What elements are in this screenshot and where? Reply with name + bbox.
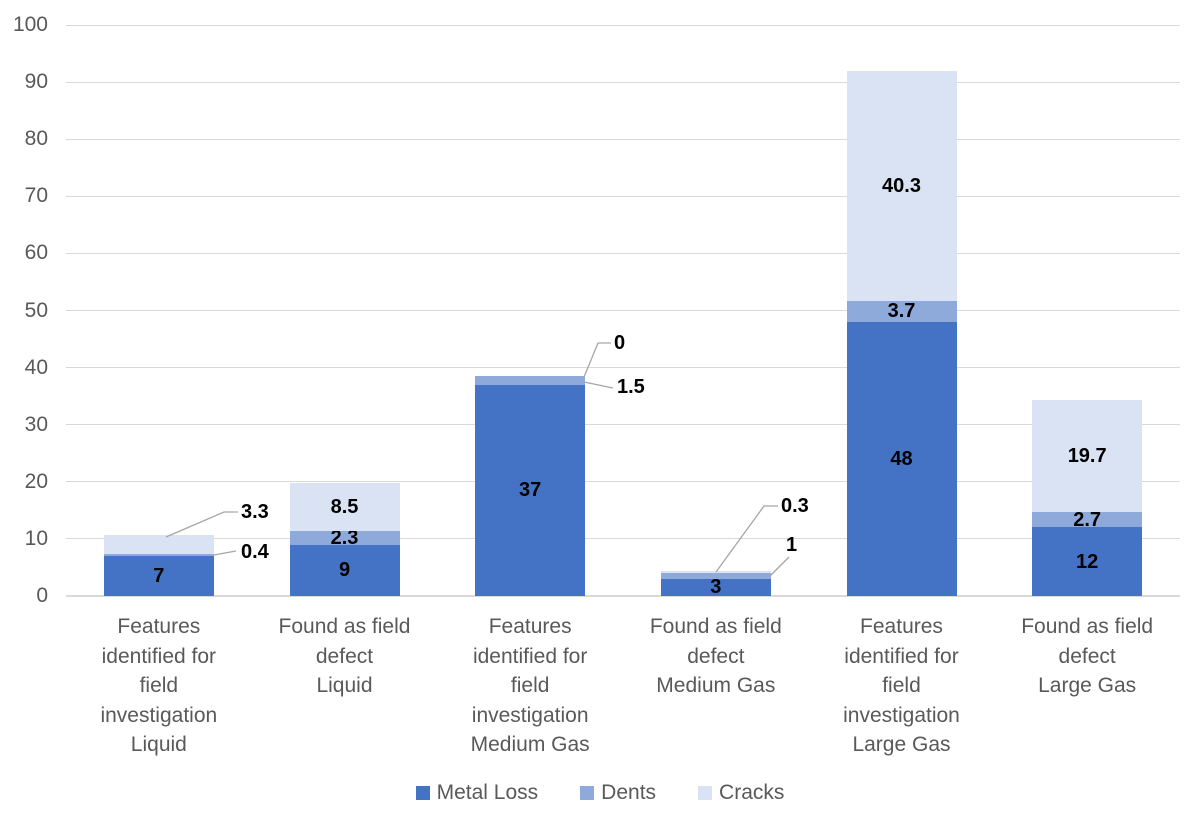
legend-item-metal-loss: Metal Loss bbox=[415, 781, 539, 805]
gridline bbox=[66, 138, 1180, 140]
legend: Metal Loss Dents Cracks bbox=[0, 781, 1200, 805]
y-tick-label: 30 bbox=[24, 412, 48, 436]
bar-segment-dents bbox=[660, 573, 771, 579]
data-label: 48 bbox=[890, 447, 913, 470]
data-label: 19.7 bbox=[1067, 444, 1107, 467]
bar-segment-cracks: 40.3 bbox=[846, 70, 957, 301]
bar-segment-cracks: 8.5 bbox=[289, 482, 400, 532]
y-tick-label: 100 bbox=[12, 13, 48, 36]
data-label: 2.7 bbox=[1073, 508, 1102, 531]
bar-segment-cracks: 19.7 bbox=[1032, 399, 1143, 513]
leader-line bbox=[165, 511, 238, 538]
legend-item-dents: Dents bbox=[580, 781, 656, 805]
bar-segment-metal-loss: 37 bbox=[475, 384, 586, 596]
gridline bbox=[66, 367, 1180, 369]
bar-segment-dents: 2.3 bbox=[289, 528, 400, 548]
y-tick-label: 40 bbox=[24, 355, 48, 379]
callout-data-label: 0.3 bbox=[781, 495, 809, 517]
data-label: 37 bbox=[519, 479, 542, 502]
legend-label: Metal Loss bbox=[436, 781, 539, 804]
data-label: 9 bbox=[338, 559, 351, 582]
leader-line bbox=[583, 342, 611, 378]
bar-segment-metal-loss: 3 bbox=[660, 576, 771, 599]
callout-data-label: 1 bbox=[786, 534, 798, 556]
y-tick-label: 10 bbox=[24, 526, 48, 550]
y-tick-label: 20 bbox=[24, 469, 48, 493]
legend-item-cracks: Cracks bbox=[698, 781, 784, 805]
category-label-2: Found as field defect Liquid bbox=[278, 615, 411, 697]
y-tick-label: 0 bbox=[36, 584, 48, 607]
gridline bbox=[66, 195, 1180, 197]
bar-segment-dents: 2.7 bbox=[1032, 508, 1143, 531]
legend-swatch-icon bbox=[415, 786, 430, 800]
y-tick-label: 80 bbox=[24, 127, 48, 151]
y-tick-label: 60 bbox=[24, 241, 48, 265]
bar-segment-dents bbox=[475, 376, 586, 385]
y-tick-label: 70 bbox=[24, 184, 48, 208]
x-axis-line bbox=[66, 595, 1180, 597]
data-label: 3.7 bbox=[887, 300, 916, 323]
category-label-1: Features identified for field investigat… bbox=[100, 615, 218, 756]
data-label: 3 bbox=[710, 576, 722, 599]
leader-line bbox=[769, 556, 790, 577]
callout-data-label: 0 bbox=[614, 332, 626, 354]
data-label: 40.3 bbox=[882, 174, 921, 197]
category-label-6: Found as field defect Large Gas bbox=[1021, 615, 1154, 697]
legend-label: Cracks bbox=[719, 781, 785, 804]
legend-label: Dents bbox=[601, 781, 657, 804]
y-tick-label: 50 bbox=[24, 298, 48, 322]
gridline bbox=[66, 252, 1180, 254]
leader-line bbox=[213, 550, 237, 556]
bar-segment-dents: 3.7 bbox=[846, 300, 957, 323]
data-label: 8.5 bbox=[330, 496, 359, 519]
gridline bbox=[66, 424, 1180, 426]
bar-segment-cracks bbox=[660, 571, 771, 574]
legend-swatch-icon bbox=[698, 786, 713, 800]
bar-segment-metal-loss: 7 bbox=[103, 556, 214, 596]
data-label: 2.3 bbox=[330, 527, 359, 550]
bar-segment-metal-loss: 48 bbox=[846, 321, 957, 596]
bar-segment-cracks bbox=[103, 534, 214, 554]
callout-data-label: 3.3 bbox=[241, 501, 269, 523]
bar-segment-metal-loss: 12 bbox=[1032, 527, 1143, 596]
callout-data-label: 0.4 bbox=[241, 541, 269, 563]
y-tick-label: 90 bbox=[24, 70, 48, 94]
bar-segment-dents bbox=[103, 553, 214, 557]
gridline bbox=[66, 310, 1180, 311]
data-label: 12 bbox=[1076, 550, 1099, 573]
category-label-5: Features identified for field investigat… bbox=[843, 615, 960, 756]
legend-swatch-icon bbox=[580, 786, 595, 800]
category-label-3: Features identified for field investigat… bbox=[470, 615, 590, 756]
gridline bbox=[66, 24, 1180, 26]
gridline bbox=[66, 538, 1180, 540]
callout-data-label: 1.5 bbox=[617, 376, 645, 398]
data-label: 7 bbox=[153, 565, 165, 587]
gridline bbox=[66, 81, 1180, 83]
bar-segment-metal-loss: 9 bbox=[289, 544, 400, 596]
category-label-4: Found as field defect Medium Gas bbox=[649, 615, 782, 697]
leader-line bbox=[583, 381, 614, 389]
gridline bbox=[66, 481, 1180, 483]
